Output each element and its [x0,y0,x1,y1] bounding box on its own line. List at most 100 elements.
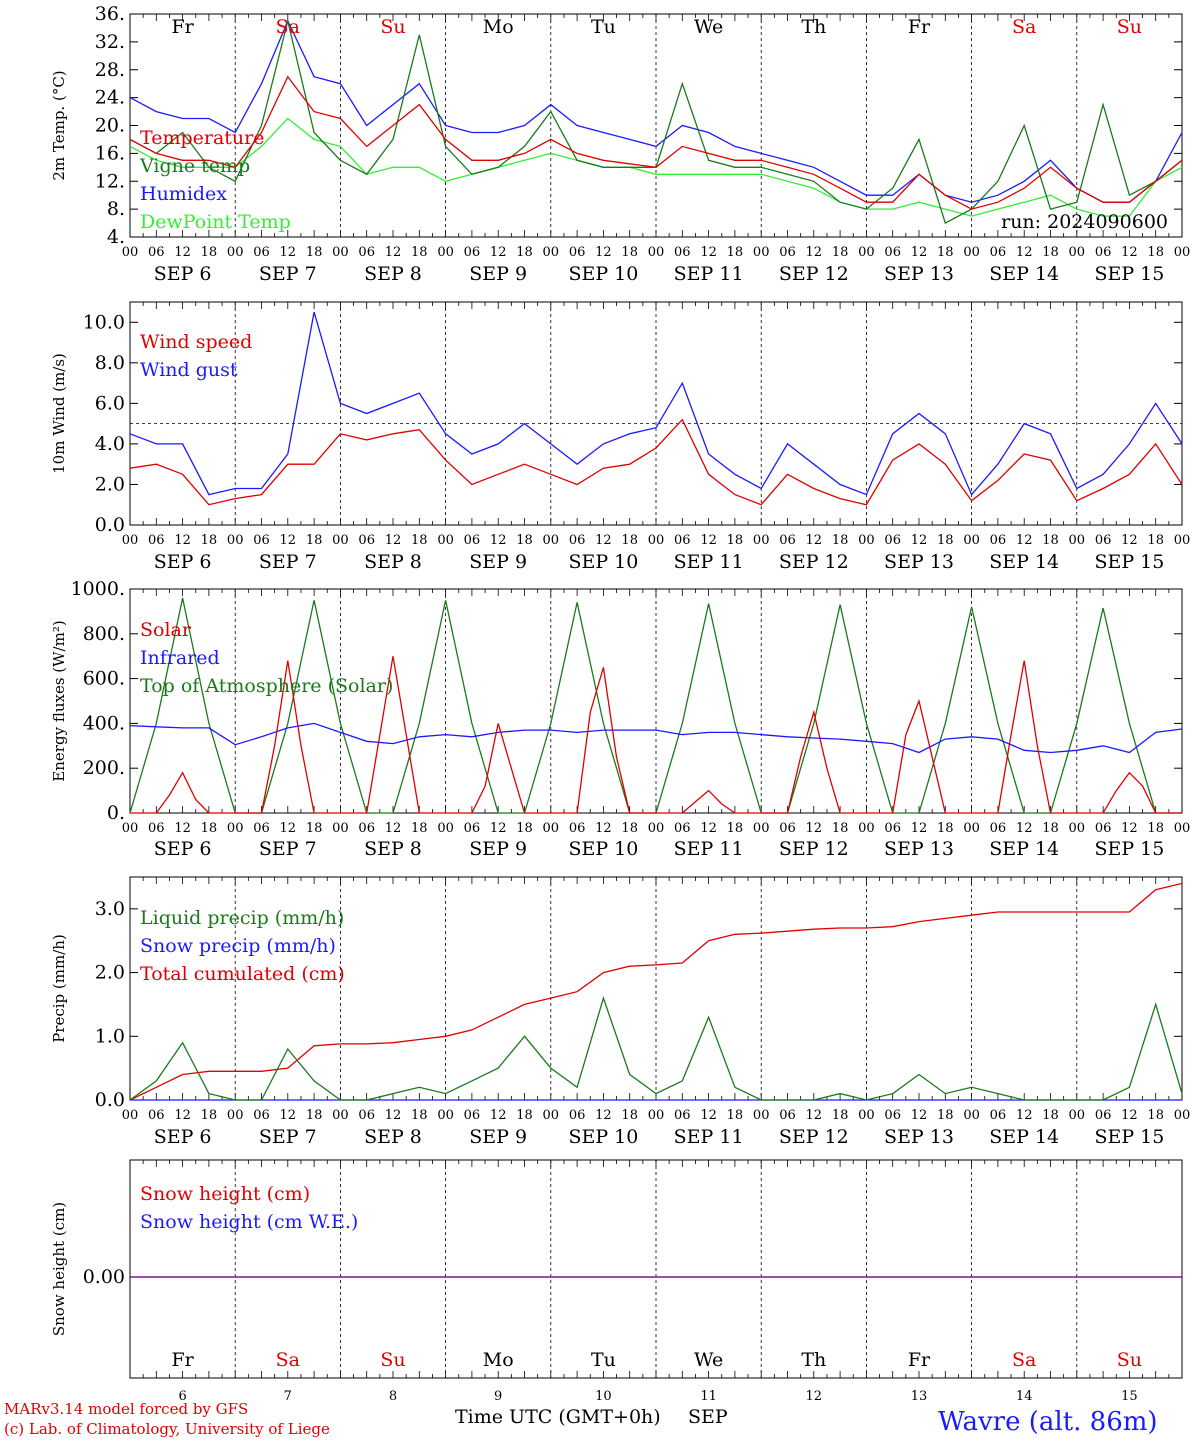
hour-tick-label: 18 [201,533,218,548]
legend-entry: Snow precip (mm/h) [140,935,336,957]
hour-tick-label: 00 [227,1108,244,1123]
date-label: SEP 9 [469,551,527,573]
hour-tick-label: 06 [148,821,165,836]
hour-tick-label: 06 [779,1108,796,1123]
hour-tick-label: 18 [516,1108,533,1123]
hour-tick-label: 00 [753,821,770,836]
series-line-2 [129,311,1183,496]
hour-tick-label: 18 [306,1108,323,1123]
hour-tick-label: 06 [253,1108,270,1123]
date-label: SEP 7 [259,263,317,285]
hour-tick-label: 00 [963,245,980,260]
y-tick-label: 8.0 [95,352,125,374]
hour-tick-label: 00 [543,245,560,260]
hour-tick-label: 12 [806,1108,823,1123]
hour-tick-label: 12 [1016,533,1033,548]
date-label: SEP 6 [154,1126,212,1148]
hour-tick-label: 00 [858,1108,875,1123]
y-axis-label: Energy fluxes (W/m²) [50,620,68,781]
y-axis-label: 10m Wind (m/s) [50,353,68,474]
hour-tick-label: 18 [1042,1108,1059,1123]
hour-tick-label: 12 [911,821,928,836]
hour-tick-label: 12 [385,245,402,260]
y-tick-label: 2.0 [95,473,125,495]
hour-tick-label: 12 [1016,245,1033,260]
hour-tick-label: 06 [253,821,270,836]
date-label: SEP 10 [568,551,638,573]
hour-tick-label: 00 [332,533,349,548]
hour-tick-label: 18 [201,1108,218,1123]
hour-tick-label: 06 [569,1108,586,1123]
hour-tick-label: 18 [832,821,849,836]
hour-tick-label: 18 [621,821,638,836]
plot-frame [129,588,1183,814]
legend-entry: Snow height (cm) [140,1183,310,1205]
hour-tick-label: 18 [411,533,428,548]
hour-tick-label: 18 [516,821,533,836]
hour-tick-label: 18 [306,245,323,260]
date-label: SEP 12 [779,1126,849,1148]
y-tick-label: 28. [95,59,125,81]
y-tick-label: 20. [95,115,125,137]
hour-tick-label: 06 [884,821,901,836]
hour-tick-label: 12 [174,533,191,548]
hour-tick-label: 12 [1016,1108,1033,1123]
hour-tick-label: 06 [1095,1108,1112,1123]
day-label: Su [380,1349,405,1371]
hour-tick-label: 12 [174,1108,191,1123]
hour-tick-label: 12 [1121,533,1138,548]
station-title: Wavre (alt. 86m) [938,1407,1158,1437]
plot-frame [129,301,1183,526]
day-label: We [694,1349,723,1371]
day-label: Sa [276,1349,300,1371]
hour-tick-label: 06 [674,245,691,260]
day-label: Su [380,16,405,38]
hour-tick-label: 12 [911,533,928,548]
hour-tick-label: 06 [253,533,270,548]
hour-tick-label: 12 [490,821,507,836]
hour-tick-label: 18 [411,1108,428,1123]
hour-tick-label: 12 [1121,1108,1138,1123]
hour-tick-label: 12 [385,533,402,548]
hour-tick-label: 18 [832,533,849,548]
day-label: Sa [1012,16,1036,38]
day-label: Fr [171,1349,194,1371]
panel-5: 0.00 Snow height (cm) Snow height (cm) Snow… [50,1159,1183,1404]
day-number: 11 [700,1389,717,1404]
hour-tick-label: 00 [858,821,875,836]
hour-tick-label: 06 [253,245,270,260]
hour-tick-label: 12 [280,1108,297,1123]
day-label: Su [1117,1349,1142,1371]
hour-tick-label: 18 [621,533,638,548]
hour-tick-label: 18 [727,533,744,548]
date-label: SEP 6 [154,551,212,573]
hour-tick-label: 06 [464,533,481,548]
day-label: Th [801,16,826,38]
day-number: 15 [1121,1389,1138,1404]
date-label: SEP 10 [568,263,638,285]
legend-entry: Humidex [140,183,227,205]
hour-tick-label: 00 [1174,821,1191,836]
hour-tick-label: 06 [674,1108,691,1123]
hour-tick-label: 18 [937,1108,954,1123]
series-line-3 [129,19,1183,203]
hour-tick-label: 18 [832,1108,849,1123]
hour-tick-label: 12 [490,1108,507,1123]
y-axis-label: 2m Temp. (°C) [50,70,68,180]
hour-tick-label: 06 [358,245,375,260]
hour-tick-label: 18 [1147,821,1164,836]
date-label: SEP 8 [364,1126,422,1148]
hour-tick-label: 06 [358,1108,375,1123]
hour-tick-label: 18 [727,821,744,836]
hour-tick-label: 00 [1069,1108,1086,1123]
legend-entry: Wind gust [140,359,238,381]
hour-tick-label: 12 [806,821,823,836]
hour-tick-label: 12 [1121,821,1138,836]
date-label: SEP 12 [779,838,849,860]
hour-tick-label: 12 [280,533,297,548]
hour-tick-label: 00 [1069,533,1086,548]
date-label: SEP 14 [989,263,1059,285]
x-axis-month: SEP [688,1406,728,1428]
hour-tick-label: 18 [1147,1108,1164,1123]
hour-tick-label: 00 [332,245,349,260]
